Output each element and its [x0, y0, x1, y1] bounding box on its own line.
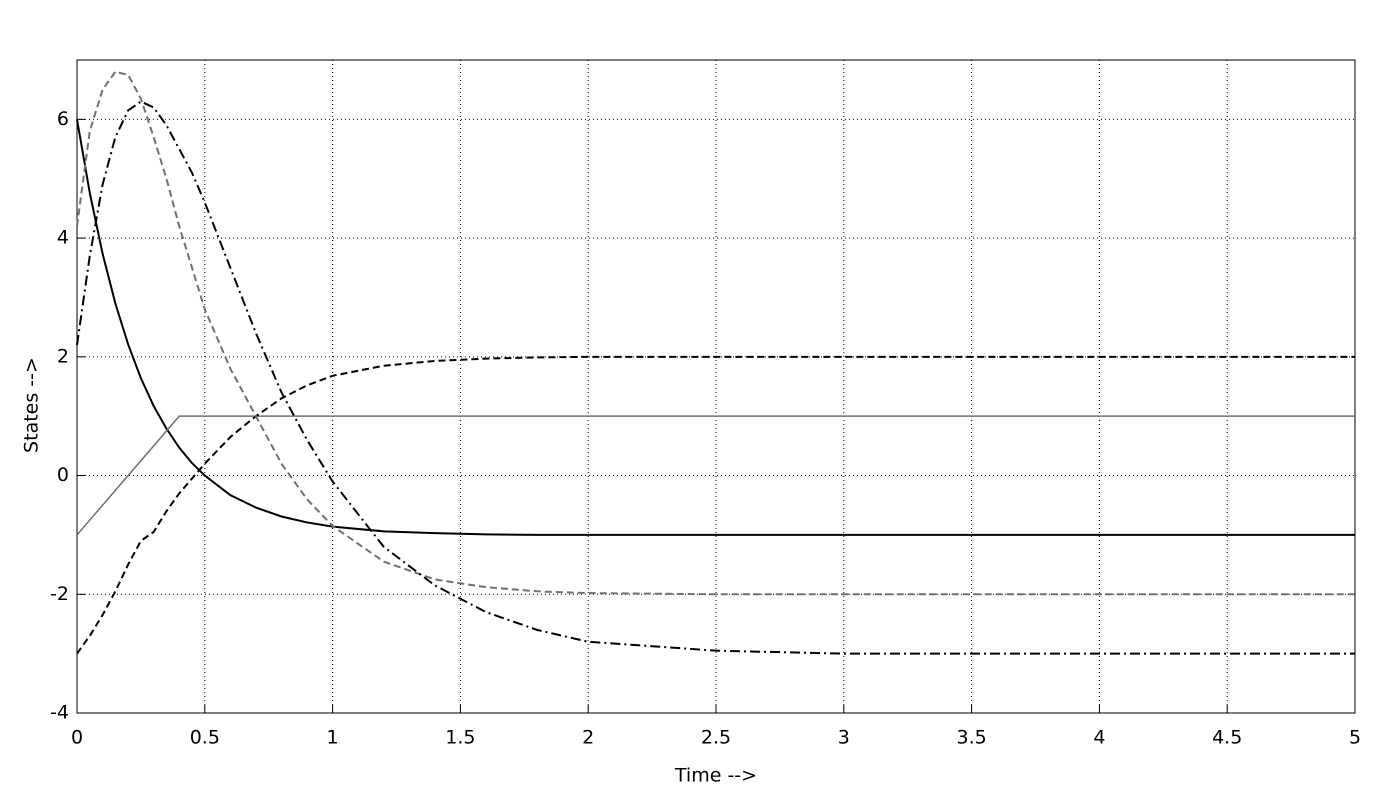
x-tick-label: 4: [1093, 727, 1105, 749]
x-tick-label: 1: [327, 727, 339, 749]
plot-frame: [76, 59, 1356, 714]
x-tick-label: 2.5: [701, 727, 731, 749]
x-tick-label: 0.5: [190, 727, 220, 749]
series-line: [76, 355, 1355, 655]
series-line: [76, 70, 1355, 596]
x-tick-label: 1.5: [445, 727, 475, 749]
x-tick-label: 4.5: [1212, 727, 1242, 749]
y-tick-label: -4: [50, 702, 69, 724]
x-tick-label: 0: [71, 727, 83, 749]
y-tick-label: 4: [57, 227, 69, 249]
x-tick-label: 2: [582, 727, 594, 749]
y-tick-label: 6: [57, 108, 69, 130]
x-tick-label: 3.5: [956, 727, 986, 749]
y-tick-label: -2: [50, 583, 69, 605]
y-tick-label: 0: [57, 464, 69, 486]
series-line: [76, 415, 1355, 536]
x-tick-label: 3: [838, 727, 850, 749]
series-line: [76, 100, 1355, 655]
series-line: [76, 119, 1355, 536]
x-tick-label: 5: [1349, 727, 1361, 749]
x-axis-label: Time -->: [674, 765, 757, 787]
y-tick-label: 2: [57, 345, 69, 367]
y-axis-label: States -->: [21, 357, 43, 453]
